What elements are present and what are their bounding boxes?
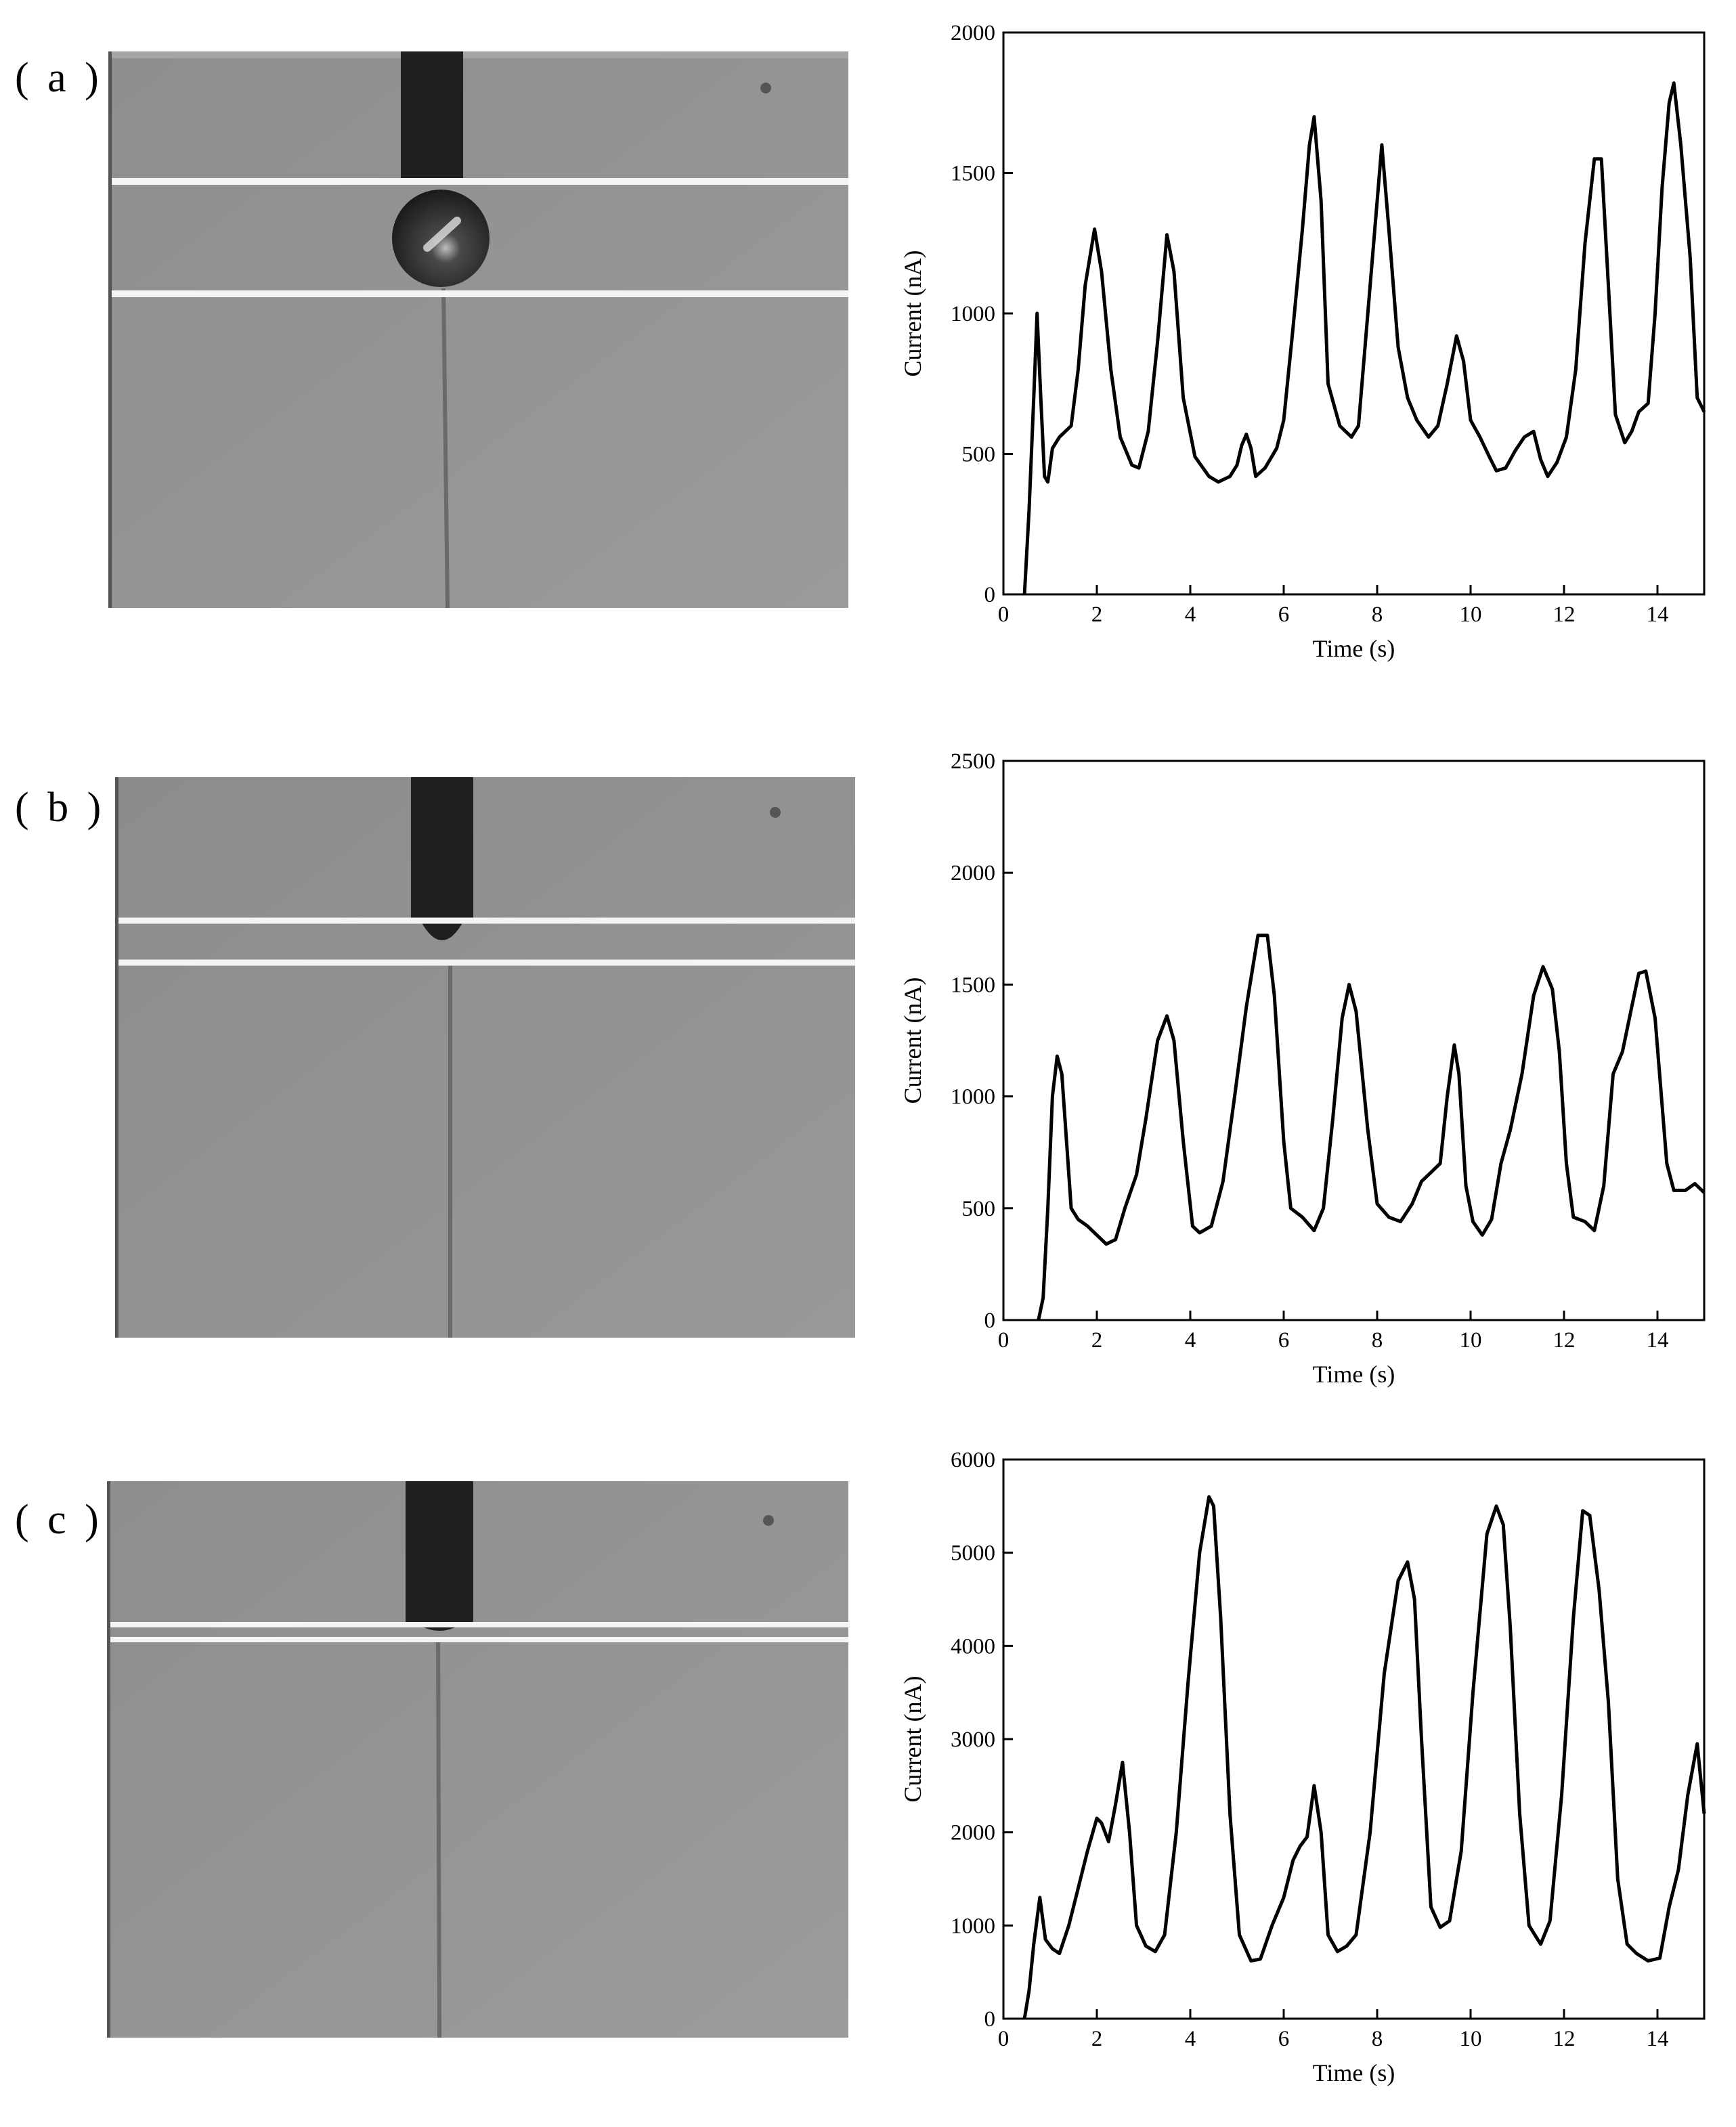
x-tick-label-b-3: 6 <box>1278 1328 1290 1353</box>
y-axis-label-b: Current (nA) <box>899 978 926 1104</box>
y-tick-label-b-3: 1500 <box>951 973 995 997</box>
y-tick-label-c-0: 0 <box>984 2007 996 2032</box>
y-tick-label-a-2: 1000 <box>951 302 995 326</box>
x-tick-label-b-1: 2 <box>1091 1328 1103 1353</box>
x-tick-label-a-0: 0 <box>998 602 1010 627</box>
y-tick-label-a-0: 0 <box>984 583 996 607</box>
current-chart-b-svg: 0 2 4 6 8 10 12 14 0 500 1000 1500 2000 2500 Time (s) C… <box>899 749 1706 1388</box>
x-tick-label-c-7: 14 <box>1647 2027 1669 2051</box>
y-tick-label-b-1: 500 <box>962 1197 996 1221</box>
panel-label-a: ( a ) <box>15 55 103 101</box>
y-tick-label-b-2: 1000 <box>951 1085 995 1110</box>
y-tick-label-b-4: 2000 <box>951 861 995 885</box>
x-tick-label-b-0: 0 <box>998 1328 1010 1353</box>
current-chart-a: 0 2 4 6 8 10 12 14 0 500 1000 1500 2000 Time (s) Curre… <box>880 14 1736 690</box>
y-tick-label-a-4: 2000 <box>951 21 995 45</box>
x-tick-label-c-3: 6 <box>1278 2027 1290 2051</box>
panel-label-c: ( c ) <box>15 1497 103 1543</box>
x-tick-label-b-7: 14 <box>1647 1328 1669 1353</box>
x-tick-label-a-7: 14 <box>1647 602 1669 627</box>
x-tick-label-c-6: 12 <box>1553 2027 1576 2051</box>
y-tick-label-a-1: 500 <box>962 443 996 467</box>
panel-label-b: ( b ) <box>15 785 106 831</box>
plot-frame-c <box>1002 1458 1706 2020</box>
x-tick-label-a-5: 10 <box>1460 602 1482 627</box>
y-tick-label-b-5: 2500 <box>951 749 995 774</box>
x-tick-label-b-6: 12 <box>1553 1328 1576 1353</box>
x-tick-label-b-2: 4 <box>1185 1328 1196 1353</box>
x-tick-label-a-2: 4 <box>1185 602 1196 627</box>
y-tick-label-c-3: 3000 <box>951 1728 995 1752</box>
plot-frame-b <box>1002 760 1706 1321</box>
y-tick-label-c-4: 4000 <box>951 1634 995 1659</box>
current-line-b <box>1037 934 1706 1321</box>
y-axis-label-a: Current (nA) <box>899 250 926 377</box>
x-tick-label-a-6: 12 <box>1553 602 1576 627</box>
current-line-c <box>1022 1495 1706 2019</box>
x-tick-label-b-4: 8 <box>1372 1328 1383 1353</box>
y-tick-label-c-1: 1000 <box>951 1914 995 1938</box>
y-tick-label-c-5: 5000 <box>951 1541 995 1566</box>
x-axis-label-a: Time (s) <box>1313 635 1395 662</box>
droplet-photo-b <box>115 777 855 1338</box>
x-tick-label-a-1: 2 <box>1091 602 1103 627</box>
droplet-photo-c <box>107 1481 848 2038</box>
x-tick-label-c-1: 2 <box>1091 2027 1103 2051</box>
x-tick-label-c-2: 4 <box>1185 2027 1196 2051</box>
x-tick-label-b-5: 10 <box>1460 1328 1482 1353</box>
y-tick-label-c-6: 6000 <box>951 1448 995 1472</box>
current-line-a <box>1022 81 1706 595</box>
x-tick-label-a-4: 8 <box>1372 602 1383 627</box>
current-chart-c: 0 2 4 6 8 10 12 14 0 1000 2000 3000 4000 5000 6000 Time… <box>880 1442 1736 2126</box>
x-tick-label-c-4: 8 <box>1372 2027 1383 2051</box>
plot-frame-a <box>1002 31 1706 596</box>
y-tick-label-c-2: 2000 <box>951 1821 995 1845</box>
y-axis-label-c: Current (nA) <box>899 1676 926 1803</box>
y-tick-label-b-0: 0 <box>984 1309 996 1333</box>
current-chart-c-svg: 0 2 4 6 8 10 12 14 0 1000 2000 3000 4000 5000 6000 Time… <box>899 1448 1706 2086</box>
current-chart-a-svg: 0 2 4 6 8 10 12 14 0 500 1000 1500 2000 Time (s) Curre… <box>899 21 1706 662</box>
x-tick-label-c-5: 10 <box>1460 2027 1482 2051</box>
x-axis-label-c: Time (s) <box>1313 2059 1395 2086</box>
y-tick-label-a-3: 1500 <box>951 162 995 186</box>
droplet-photo-a <box>108 51 848 608</box>
x-tick-label-c-0: 0 <box>998 2027 1010 2051</box>
x-axis-label-b: Time (s) <box>1313 1361 1395 1388</box>
x-tick-label-a-3: 6 <box>1278 602 1290 627</box>
current-chart-b: 0 2 4 6 8 10 12 14 0 500 1000 1500 2000 2500 Time (s) C… <box>880 742 1736 1419</box>
